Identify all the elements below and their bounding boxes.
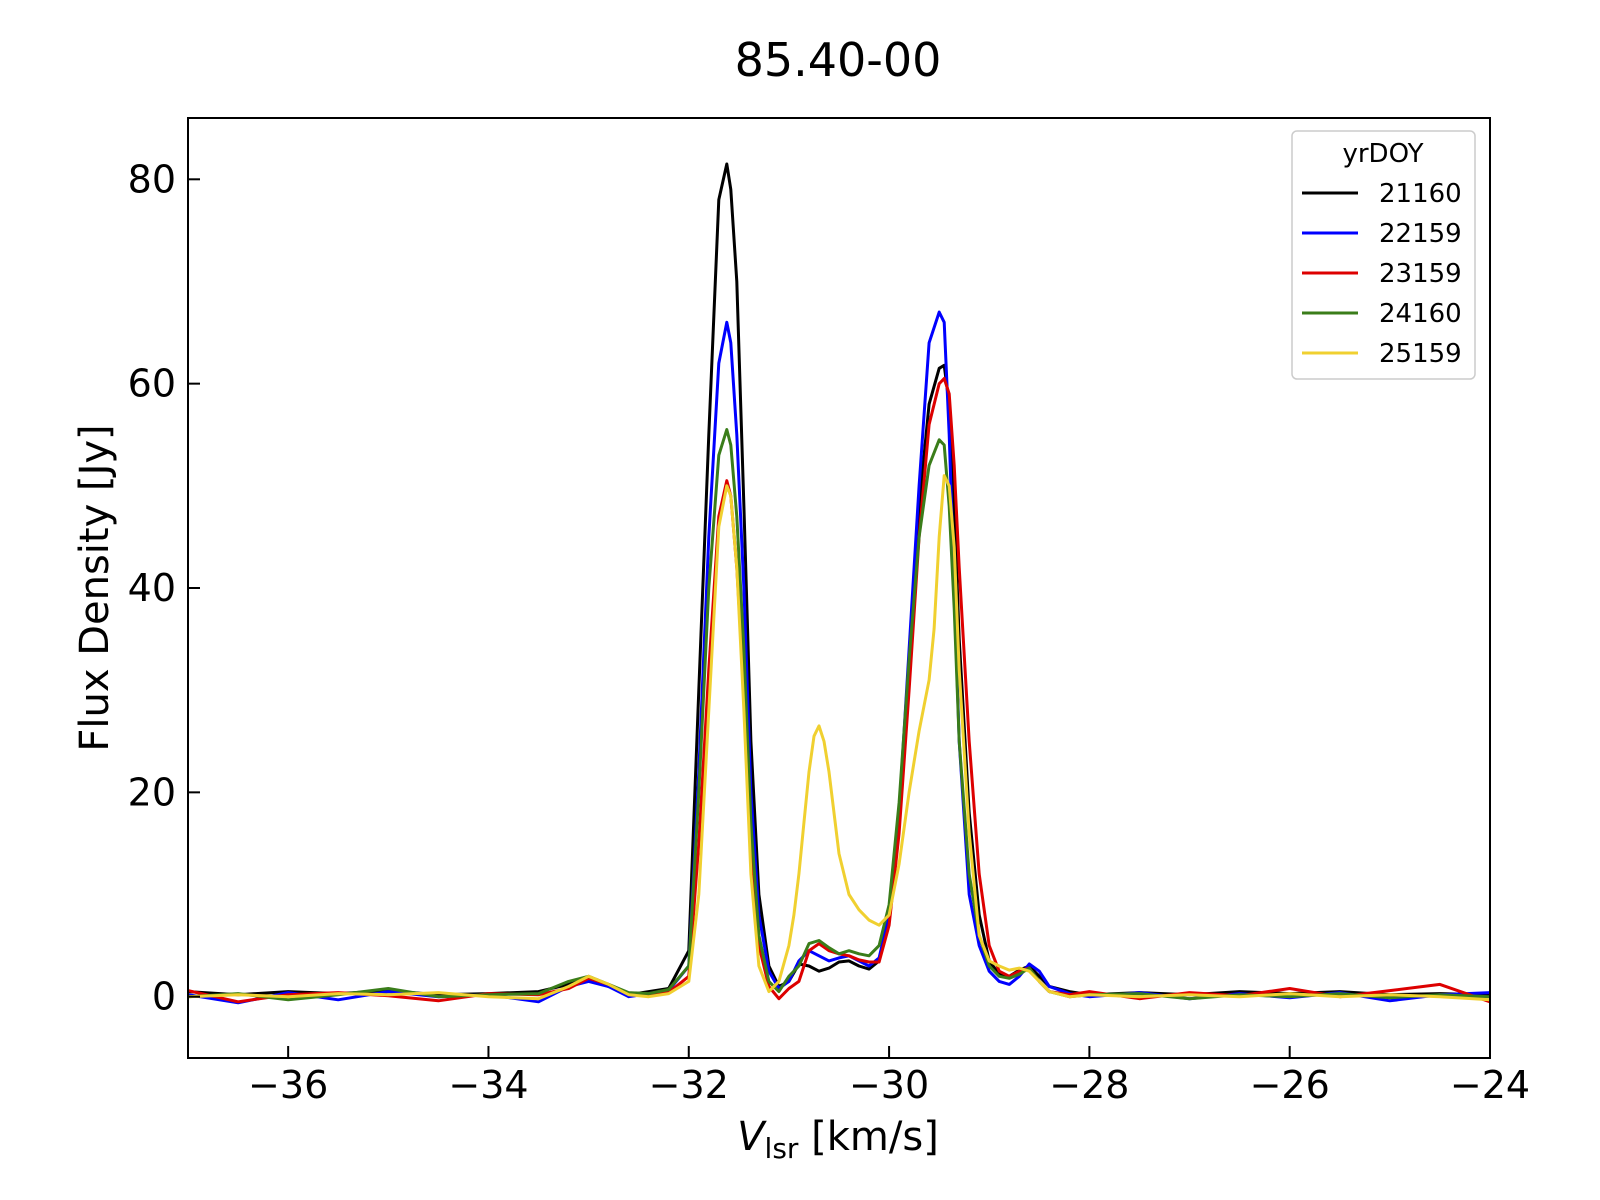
legend-label-23159: 23159 bbox=[1379, 259, 1462, 289]
legend-label-22159: 22159 bbox=[1379, 219, 1462, 249]
x-tick-label: −30 bbox=[849, 1063, 929, 1107]
x-axis-title-main: V bbox=[737, 1114, 767, 1160]
legend-title: yrDOY bbox=[1342, 139, 1423, 169]
x-tick-label: −36 bbox=[248, 1063, 328, 1107]
x-axis-title-subscript: lsr bbox=[765, 1132, 799, 1165]
series-line-24160 bbox=[188, 428, 1490, 1002]
y-tick-label: 80 bbox=[128, 157, 176, 201]
y-axis-title: Flux Density [Jy] bbox=[72, 424, 118, 751]
y-tick-label: 20 bbox=[128, 770, 176, 814]
legend-label-24160: 24160 bbox=[1379, 299, 1462, 329]
x-axis-title: Vlsr [km/s] bbox=[737, 1114, 939, 1165]
x-axis: −36 −34 −32 −30 −28 −26 −24 bbox=[248, 1046, 1530, 1107]
y-tick-label: 0 bbox=[152, 975, 176, 1019]
y-axis: 0 20 40 60 80 bbox=[128, 157, 200, 1019]
x-tick-label: −28 bbox=[1049, 1063, 1129, 1107]
x-tick-label: −34 bbox=[448, 1063, 528, 1107]
series-line-25159 bbox=[188, 474, 1490, 1002]
legend-label-21160: 21160 bbox=[1379, 179, 1462, 209]
chart-title: 85.40-00 bbox=[735, 33, 942, 87]
series-line-22159 bbox=[188, 310, 1490, 1005]
series-line-23159 bbox=[188, 377, 1490, 1004]
x-tick-label: −32 bbox=[649, 1063, 729, 1107]
y-tick-label: 60 bbox=[128, 362, 176, 406]
series-layer bbox=[188, 162, 1490, 1005]
legend: yrDOY 21160 22159 23159 24160 25159 bbox=[1291, 130, 1476, 380]
legend-label-25159: 25159 bbox=[1379, 339, 1462, 369]
x-tick-label: −26 bbox=[1250, 1063, 1330, 1107]
x-axis-title-unit: [km/s] bbox=[798, 1114, 938, 1160]
x-tick-label: −24 bbox=[1450, 1063, 1530, 1107]
y-tick-label: 40 bbox=[128, 566, 176, 610]
